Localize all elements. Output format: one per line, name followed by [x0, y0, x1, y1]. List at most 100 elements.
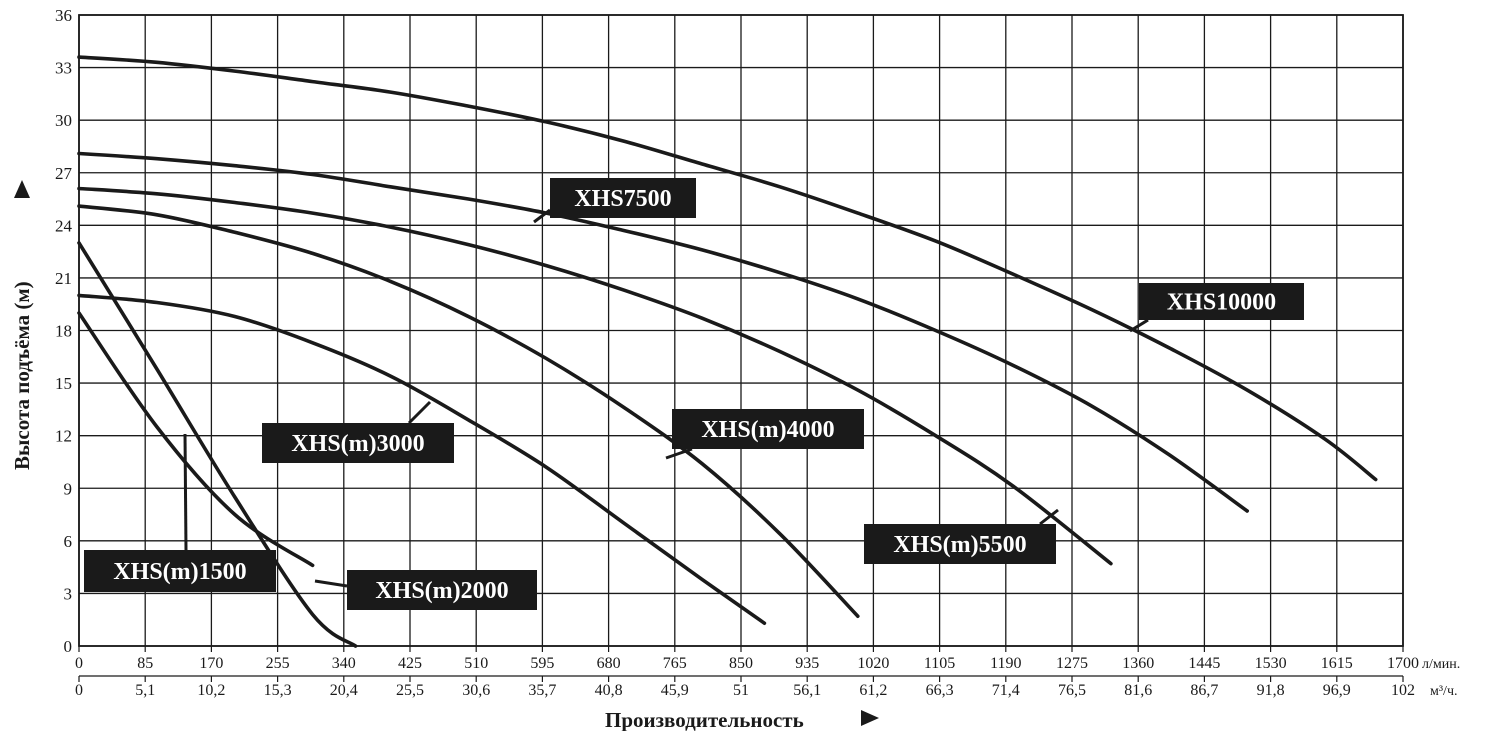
x-tick-label-secondary: 30,6 [462, 682, 490, 699]
leader-line [665, 447, 693, 460]
x-tick-label-primary: 1445 [1188, 655, 1220, 672]
label-xhs-m-4000: XHS(m)4000 [665, 409, 864, 460]
x-unit-secondary: м³/ч. [1430, 684, 1458, 699]
curve-xhs-m-2000 [77, 241, 358, 648]
curve-label-text: XHS(m)2000 [375, 578, 508, 604]
x-tick-label-secondary: 91,8 [1257, 682, 1285, 699]
leader-line [1039, 508, 1059, 526]
label-box [84, 550, 276, 592]
x-tick-label-primary: 425 [398, 655, 422, 672]
x-tick-label-secondary: 45,9 [661, 682, 689, 699]
x-tick-label-primary: 0 [75, 655, 83, 672]
curve-label-text: XHS7500 [574, 186, 671, 212]
curve-xhs10000 [77, 55, 1378, 482]
label-box [347, 570, 537, 610]
y-axis-title: Высота подъёма (м) [10, 180, 34, 470]
y-tick-label: 15 [55, 374, 72, 393]
label-xhs-m-2000: XHS(m)2000 [314, 570, 537, 610]
curve-label-text: XHS(m)3000 [291, 431, 424, 457]
curve-xhs-m-5500 [77, 186, 1113, 566]
x-tick-label-secondary: 5,1 [135, 682, 155, 699]
x-tick-label-secondary: 71,4 [992, 682, 1020, 699]
x-tick-label-secondary: 10,2 [197, 682, 225, 699]
curves [77, 55, 1378, 648]
x-axis-label: Производительность [605, 708, 804, 731]
x-tick-label-primary: 255 [266, 655, 290, 672]
x-tick-label-primary: 510 [464, 655, 488, 672]
x-tick-label-secondary: 15,3 [264, 682, 292, 699]
y-tick-label: 6 [64, 532, 73, 551]
label-box [1139, 283, 1304, 320]
x-tick-label-primary: 595 [530, 655, 554, 672]
label-xhs-m-1500: XHS(m)1500 [84, 433, 276, 592]
y-tick-label: 12 [55, 427, 72, 446]
curve-xhs-m-4000 [77, 204, 860, 618]
x-tick-label-secondary: 0 [75, 682, 83, 699]
y-axis-arrow-icon [14, 180, 30, 198]
curve-label-text: XHS(m)4000 [701, 417, 834, 443]
x-tick-label-secondary: 86,7 [1190, 682, 1218, 699]
x-tick-label-secondary: 66,3 [926, 682, 954, 699]
y-tick-label: 24 [55, 216, 73, 235]
x-tick-label-secondary: 35,7 [528, 682, 556, 699]
x-tick-label-primary: 85 [137, 655, 153, 672]
y-tick-label: 0 [64, 637, 73, 656]
curve-xhs7500 [77, 151, 1249, 513]
curve-xhs-m-3000 [77, 293, 767, 625]
y-axis-label: Высота подъёма (м) [10, 281, 34, 470]
x-tick-label-primary: 680 [597, 655, 621, 672]
x-tick-label-primary: 850 [729, 655, 753, 672]
y-tick-label: 21 [55, 269, 72, 288]
x-tick-label-secondary: 25,5 [396, 682, 424, 699]
x-tick-label-primary: 1615 [1321, 655, 1353, 672]
y-tick-label: 27 [55, 164, 73, 183]
x-tick-label-primary: 1700 [1387, 655, 1419, 672]
x-tick-label-primary: 170 [199, 655, 223, 672]
x-tick-label-primary: 340 [332, 655, 356, 672]
leader-line [533, 208, 551, 224]
x-tick-label-primary: 1530 [1255, 655, 1287, 672]
x-axis-title: Производительность [605, 708, 879, 731]
leader-line [183, 433, 188, 551]
y-tick-label: 18 [55, 322, 72, 341]
label-box [672, 409, 864, 449]
x-axis-arrow-icon [861, 710, 879, 726]
x-tick-label-secondary: 102 [1391, 682, 1415, 699]
x-tick-label-primary: 935 [795, 655, 819, 672]
x-tick-label-primary: 1275 [1056, 655, 1088, 672]
curve-label-text: XHS10000 [1167, 290, 1276, 316]
label-xhs10000: XHS10000 [1129, 283, 1304, 333]
label-box [864, 524, 1056, 564]
y-tick-label: 30 [55, 111, 72, 130]
x-tick-label-secondary: 81,6 [1124, 682, 1152, 699]
curve-label-text: XHS(m)1500 [113, 559, 246, 585]
y-tick-label: 36 [55, 6, 72, 25]
x-axis-ticks-secondary: 0 5,1 10,2 15,3 20,4 25,5 30,6 35,7 40,8 45,9 51 56… [75, 676, 1415, 699]
grid [78, 14, 1404, 677]
x-tick-label-secondary: 61,2 [859, 682, 887, 699]
x-tick-label-primary: 1105 [924, 655, 955, 672]
x-tick-label-primary: 1190 [990, 655, 1021, 672]
curve-xhs-m-1500 [77, 311, 315, 568]
y-tick-label: 9 [64, 479, 73, 498]
x-tick-label-secondary: 51 [733, 682, 749, 699]
x-tick-label-secondary: 76,5 [1058, 682, 1086, 699]
y-tick-label: 33 [55, 59, 72, 78]
label-xhs-m-5500: XHS(m)5500 [864, 508, 1059, 564]
x-tick-label-secondary: 20,4 [330, 682, 358, 699]
leader-line [314, 579, 348, 588]
x-tick-label-secondary: 96,9 [1323, 682, 1351, 699]
curve-label-text: XHS(m)5500 [893, 532, 1026, 558]
x-tick-label-primary: 1360 [1122, 655, 1154, 672]
label-xhs7500: XHS7500 [533, 178, 696, 224]
label-xhs-m-3000: XHS(m)3000 [262, 400, 454, 463]
x-tick-label-primary: 765 [663, 655, 687, 672]
x-unit-primary: л/мин. [1422, 657, 1460, 672]
leader-line [407, 400, 432, 425]
x-axis-ticks-primary: 0 85 170 255 340 425 510 595 680 765 850 935 1020 110… [75, 646, 1419, 672]
x-tick-label-secondary: 56,1 [793, 682, 821, 699]
y-tick-label: 3 [64, 584, 73, 603]
x-tick-label-primary: 1020 [857, 655, 889, 672]
